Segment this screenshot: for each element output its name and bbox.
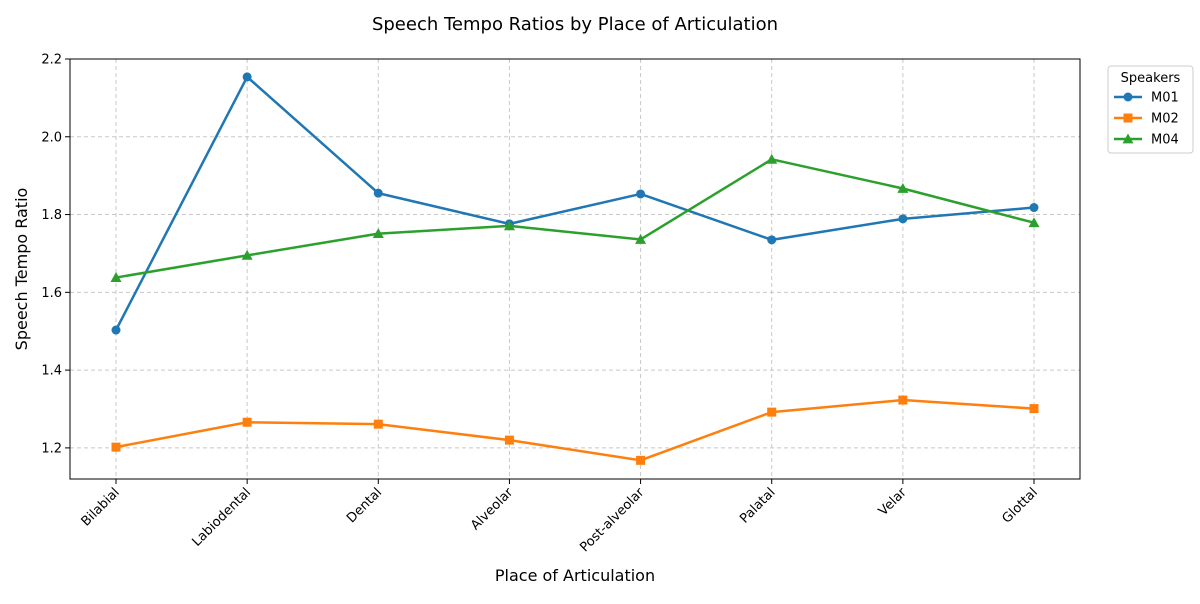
data-point: [242, 72, 252, 82]
axis-layer: Bilabial Labiodental Dental Alveolar Post-al…: [41, 53, 1041, 556]
series-line: [114, 75, 1035, 331]
data-point: [241, 249, 253, 260]
series-layer: [110, 72, 1040, 465]
legend-box: [1107, 65, 1194, 154]
y-tick-label: 2.0: [41, 130, 62, 145]
series-m01: [111, 72, 1039, 335]
y-tick-label: 2.2: [41, 53, 62, 68]
x-tick-label: Dental: [344, 485, 385, 526]
data-point: [242, 417, 252, 427]
data-point: [373, 419, 383, 429]
data-point: [373, 188, 383, 198]
data-point: [503, 220, 515, 231]
x-tick-label: Glottal: [1000, 485, 1041, 526]
legend-marker: [1123, 113, 1133, 123]
data-point: [111, 442, 121, 452]
chart-title: Speech Tempo Ratios by Place of Articula…: [372, 14, 778, 35]
y-axis-label: Speech Tempo Ratio: [12, 188, 31, 351]
y-tick-label: 1.2: [41, 441, 62, 456]
legend: Speakers M01 M02 M04: [1107, 65, 1194, 154]
legend-label: M02: [1151, 112, 1179, 127]
legend-label: M01: [1151, 91, 1179, 106]
x-tick-label: Post-alveolar: [577, 485, 647, 555]
legend-entry: M01: [1114, 91, 1179, 106]
legend-items: M01 M02 M04: [1114, 91, 1179, 148]
data-point: [504, 435, 514, 445]
series-m04: [110, 153, 1040, 282]
x-tick-label: Alveolar: [468, 485, 517, 534]
legend-title: Speakers: [1121, 71, 1181, 86]
data-point: [897, 183, 909, 193]
legend-label: M04: [1151, 133, 1179, 148]
data-point: [898, 214, 908, 224]
legend-marker: [1123, 92, 1133, 102]
legend-marker: [1122, 133, 1134, 144]
data-point: [766, 153, 778, 164]
data-point: [110, 272, 122, 282]
x-tick-label: Bilabial: [79, 485, 123, 529]
data-point: [1029, 203, 1039, 213]
plot-frame: [69, 58, 1081, 480]
x-tick-label: Palatal: [737, 485, 778, 526]
grid-lines: [70, 58, 1080, 479]
data-point: [1029, 404, 1039, 414]
series-line: [115, 398, 1035, 462]
y-tick-label: 1.8: [41, 208, 62, 223]
data-point: [1028, 217, 1040, 228]
y-tick-label: 1.4: [41, 364, 62, 379]
data-point: [767, 235, 777, 245]
series-m02: [111, 395, 1039, 465]
legend-entry: M04: [1114, 133, 1179, 148]
data-point: [372, 228, 384, 239]
data-point: [636, 189, 646, 199]
data-point: [635, 233, 647, 244]
data-point: [767, 407, 777, 417]
x-axis-label: Place of Articulation: [495, 566, 655, 585]
y-tick-label: 1.6: [41, 286, 62, 301]
legend-entry: M02: [1114, 112, 1179, 127]
series-line: [115, 158, 1035, 279]
x-tick-label: Velar: [876, 485, 910, 519]
data-point: [898, 395, 908, 405]
data-point: [111, 325, 121, 335]
data-point: [636, 455, 646, 465]
x-tick-label: Labiodental: [189, 485, 253, 549]
